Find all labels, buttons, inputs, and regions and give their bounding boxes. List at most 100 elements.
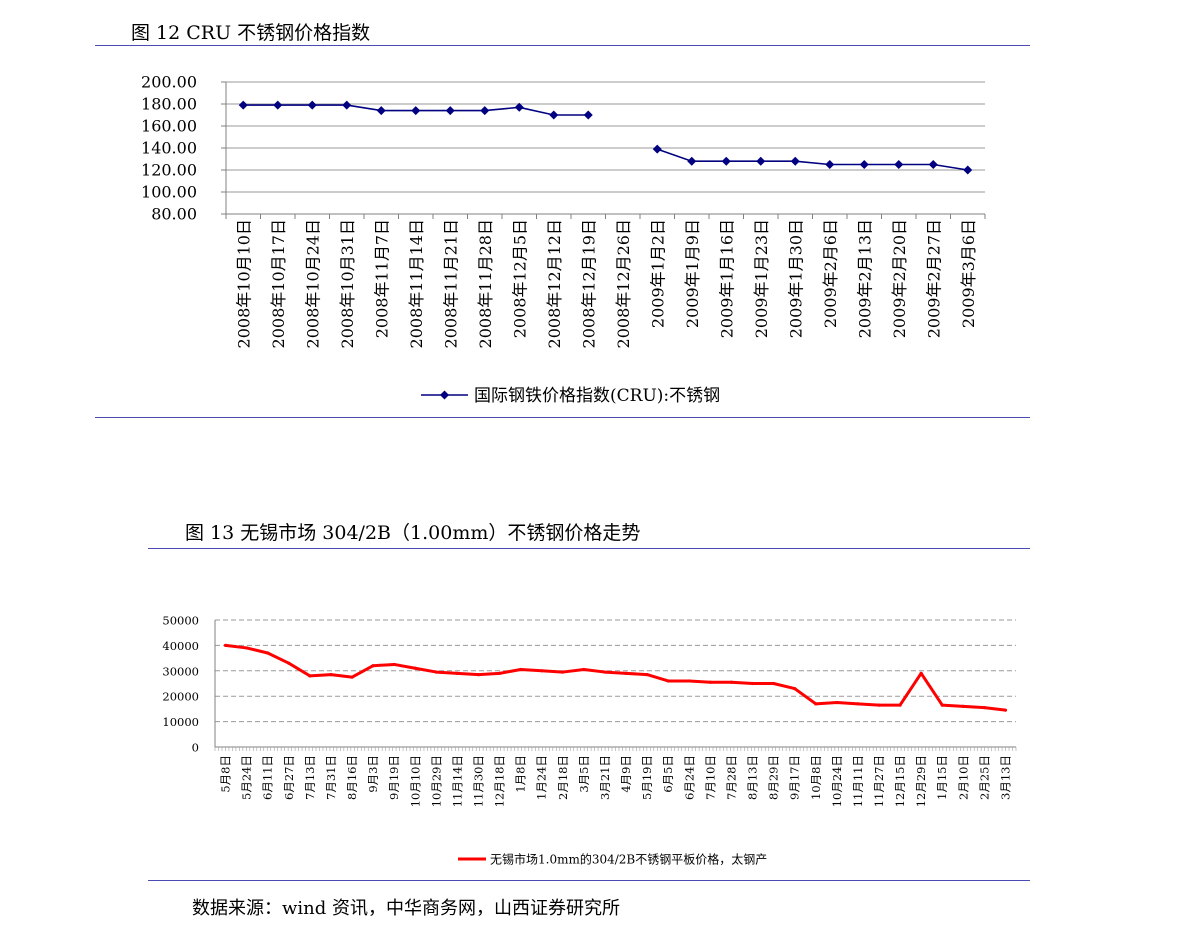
x-tick-label: 2009年1月23日 xyxy=(752,219,771,338)
x-tick-label: 2008年10月31日 xyxy=(338,219,357,348)
data-point xyxy=(266,651,270,655)
y-tick-label: 200.00 xyxy=(141,73,197,92)
data-point xyxy=(561,670,565,674)
x-tick-label: 8月16日 xyxy=(345,755,359,800)
data-point xyxy=(750,681,755,686)
data-point-marker xyxy=(963,165,973,175)
x-tick-label: 7月31日 xyxy=(324,755,338,800)
x-tick-label: 2008年12月12日 xyxy=(545,219,564,348)
x-tick-label: 2008年10月17日 xyxy=(269,219,288,348)
x-tick-label: 8月29日 xyxy=(767,755,781,800)
x-tick-label: 2008年10月10日 xyxy=(234,219,253,348)
data-point xyxy=(497,671,502,675)
data-point xyxy=(982,706,986,710)
x-tick-label: 5月24日 xyxy=(240,755,254,800)
y-tick-label: 0 xyxy=(192,741,199,755)
data-point xyxy=(961,704,965,708)
data-point xyxy=(877,703,881,707)
legend-label: 国际钢铁价格指数(CRU):不锈钢 xyxy=(474,386,720,406)
series-line xyxy=(225,643,1006,712)
data-point-marker xyxy=(480,106,490,116)
data-point xyxy=(856,702,860,706)
data-point xyxy=(582,667,586,672)
data-point-marker xyxy=(756,156,766,166)
x-tick-label: 2009年2月6日 xyxy=(821,219,840,328)
data-point-marker xyxy=(376,106,386,116)
data-point xyxy=(666,679,670,683)
figure-13-top-rule xyxy=(148,548,1030,549)
data-point xyxy=(371,664,375,668)
data-point-marker xyxy=(790,156,800,166)
data-point xyxy=(898,703,902,707)
x-tick-label: 2009年2月20日 xyxy=(890,219,909,338)
data-point xyxy=(1003,708,1008,712)
x-tick-label: 7月13日 xyxy=(303,755,317,800)
data-point-marker xyxy=(721,156,731,166)
data-point xyxy=(413,666,417,670)
legend-label: 无锡市场1.0mm的304/2B不锈钢平板价格，太钢产 xyxy=(490,852,767,867)
x-tick-label: 1月24日 xyxy=(535,755,549,800)
x-tick-label: 2009年2月13日 xyxy=(855,219,874,338)
x-tick-label: 2008年12月19日 xyxy=(579,219,598,348)
x-tick-label: 2008年10月24日 xyxy=(303,219,322,348)
data-point xyxy=(603,670,607,674)
x-tick-label: 9月19日 xyxy=(387,755,401,800)
data-point xyxy=(287,661,291,665)
y-tick-label: 10000 xyxy=(162,715,199,729)
x-tick-label: 6月11日 xyxy=(261,755,275,800)
data-point-marker xyxy=(514,102,524,112)
y-tick-label: 80.00 xyxy=(151,205,197,224)
data-point xyxy=(519,667,523,672)
data-point-marker xyxy=(583,110,593,120)
x-tick-label: 12月15日 xyxy=(893,755,907,807)
series-line xyxy=(656,148,968,171)
x-tick-label: 6月5日 xyxy=(661,755,675,793)
data-point xyxy=(350,675,354,679)
y-tick-label: 30000 xyxy=(162,664,199,678)
x-tick-label: 7月28日 xyxy=(724,755,738,800)
x-tick-label: 7月10日 xyxy=(703,755,717,800)
y-tick-label: 120.00 xyxy=(141,161,197,180)
figure-12-title: 图 12 CRU 不锈钢价格指数 xyxy=(131,22,371,44)
data-point xyxy=(392,662,396,667)
x-tick-label: 2009年1月30日 xyxy=(786,219,805,338)
figure-12-top-rule xyxy=(95,45,1030,46)
x-tick-label: 11月30日 xyxy=(471,755,485,807)
data-point xyxy=(245,646,249,650)
x-tick-label: 3月5日 xyxy=(577,755,591,793)
data-point-marker xyxy=(825,160,835,169)
data-point-marker xyxy=(859,160,869,169)
x-tick-label: 2008年11月21日 xyxy=(441,219,460,348)
x-tick-label: 2009年2月27日 xyxy=(924,219,943,338)
x-tick-label: 6月27日 xyxy=(282,755,296,800)
data-point-marker xyxy=(238,100,248,110)
data-point xyxy=(645,673,649,677)
y-tick-label: 100.00 xyxy=(141,183,197,202)
x-tick-label: 11月14日 xyxy=(450,755,464,807)
x-tick-label: 2009年1月9日 xyxy=(683,219,702,328)
y-tick-label: 50000 xyxy=(162,614,199,628)
x-tick-label: 3月21日 xyxy=(598,755,612,800)
data-point xyxy=(708,680,712,684)
x-tick-label: 2008年12月26日 xyxy=(614,219,633,348)
y-tick-label: 40000 xyxy=(162,639,199,653)
x-tick-label: 2月25日 xyxy=(977,755,991,800)
data-point xyxy=(771,681,776,686)
data-point xyxy=(223,643,228,648)
data-point xyxy=(729,680,734,684)
data-point-marker xyxy=(549,110,559,120)
x-tick-label: 6月24日 xyxy=(682,755,696,800)
x-tick-label: 5月19日 xyxy=(640,755,654,800)
x-tick-label: 10月8日 xyxy=(809,755,823,800)
x-tick-label: 2月10日 xyxy=(956,755,970,800)
x-tick-label: 10月29日 xyxy=(429,755,443,807)
data-point-marker xyxy=(411,106,421,116)
data-point-marker xyxy=(445,106,455,116)
x-tick-label: 10月24日 xyxy=(830,755,844,807)
data-point-marker xyxy=(273,100,283,110)
x-tick-label: 5月8日 xyxy=(219,755,233,793)
x-tick-label: 10月10日 xyxy=(408,755,422,807)
data-point xyxy=(476,673,481,677)
